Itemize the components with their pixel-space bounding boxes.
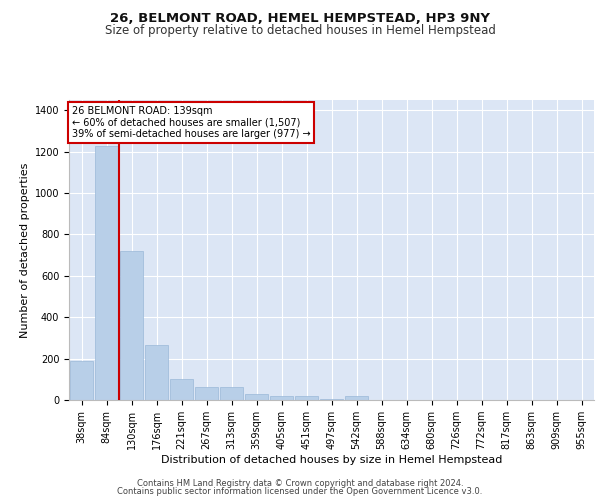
Y-axis label: Number of detached properties: Number of detached properties: [20, 162, 31, 338]
Bar: [220, 386, 243, 400]
Bar: [195, 386, 218, 400]
Text: Size of property relative to detached houses in Hemel Hempstead: Size of property relative to detached ho…: [104, 24, 496, 37]
Bar: [120, 251, 143, 400]
Text: 26 BELMONT ROAD: 139sqm
← 60% of detached houses are smaller (1,507)
39% of semi: 26 BELMONT ROAD: 139sqm ← 60% of detache…: [71, 106, 310, 139]
Bar: [295, 396, 318, 400]
Bar: [345, 396, 368, 400]
Bar: [270, 396, 293, 400]
Bar: [320, 399, 343, 400]
Bar: [95, 146, 118, 400]
Text: Contains HM Land Registry data © Crown copyright and database right 2024.: Contains HM Land Registry data © Crown c…: [137, 478, 463, 488]
Bar: [170, 380, 193, 400]
Bar: [70, 360, 93, 400]
Bar: [245, 394, 268, 400]
Text: 26, BELMONT ROAD, HEMEL HEMPSTEAD, HP3 9NY: 26, BELMONT ROAD, HEMEL HEMPSTEAD, HP3 9…: [110, 12, 490, 26]
Text: Contains public sector information licensed under the Open Government Licence v3: Contains public sector information licen…: [118, 487, 482, 496]
Bar: [145, 345, 168, 400]
X-axis label: Distribution of detached houses by size in Hemel Hempstead: Distribution of detached houses by size …: [161, 455, 502, 465]
